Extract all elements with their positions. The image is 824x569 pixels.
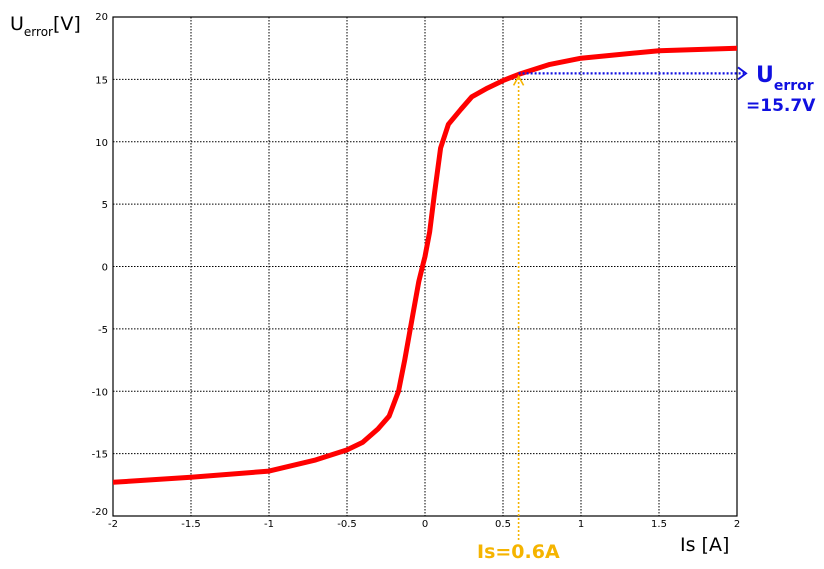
x-axis-label: Is [A] — [680, 534, 729, 556]
y-tick-label: -5 — [98, 325, 108, 336]
is-marker-arrowhead — [512, 74, 525, 86]
series-line — [113, 45, 737, 485]
series-layer — [113, 45, 737, 485]
x-tick-label: -1 — [264, 519, 274, 530]
uerror-annotation-label: Uerror — [756, 63, 814, 94]
y-axis-label-unit: [V] — [53, 13, 81, 35]
x-tick-label: -0.5 — [337, 519, 357, 530]
y-tick-label: 15 — [95, 75, 108, 86]
plot-frame — [112, 16, 738, 517]
y-tick-label: 20 — [95, 12, 108, 23]
x-tick-label: 1 — [578, 519, 584, 530]
y-tick-label: 0 — [102, 263, 108, 274]
y-tick-label: 5 — [102, 200, 108, 211]
y-tick-label: 10 — [95, 138, 108, 149]
y-tick-label: -10 — [92, 387, 108, 398]
tick-labels: -2 -1.5 -1 -0.5 0 0.5 1 1.5 2 -20 -15 -10 -5 0 5 10 15 20 — [92, 12, 741, 530]
annotations — [512, 66, 748, 540]
y-axis-label: Uerror[V] — [10, 13, 81, 39]
y-axis-label-sub: error — [24, 25, 53, 39]
is-annotation-label: Is=0.6A — [477, 541, 560, 563]
uerror-marker-arrowhead — [737, 66, 748, 81]
x-tick-label: 1.5 — [651, 519, 667, 530]
x-tick-label: -2 — [108, 519, 118, 530]
y-tick-label: -20 — [92, 507, 108, 518]
x-tick-label: 2 — [734, 519, 740, 530]
y-axis-label-main: U — [10, 13, 24, 35]
x-tick-label: -1.5 — [181, 519, 201, 530]
x-tick-label: 0.5 — [495, 519, 511, 530]
uerror-annotation-value: =15.7V — [746, 96, 816, 116]
y-tick-label: -15 — [92, 450, 108, 461]
uerror-annotation-sub: error — [774, 78, 814, 94]
x-tick-label: 0 — [422, 519, 428, 530]
uerror-annotation-main: U — [756, 63, 774, 88]
